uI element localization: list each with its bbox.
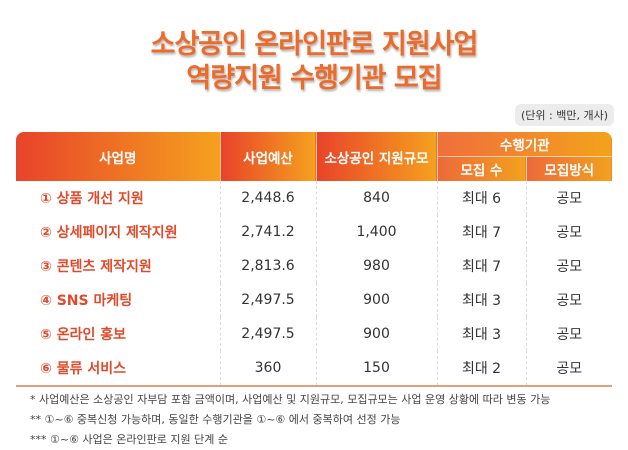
table-row: ② 상세페이지 제작지원 2,741.2 1,400 최대 7 공모 [16,215,612,249]
header-scale: 소상공인 지원규모 [315,132,437,181]
header-count: 모집 수 [436,156,526,181]
cell-name: ⑤ 온라인 홍보 [40,327,127,343]
header-agency: 수행기관 [436,132,612,157]
cell-name: ④ SNS 마케팅 [40,293,133,309]
note-3: *** ①~⑥ 사업은 온라인판로 지원 단계 순 [30,433,228,446]
cell-count: 최대 6 [436,181,526,215]
cell-scale: 150 [315,351,437,387]
cell-budget: 2,813.6 [219,249,316,283]
cell-budget: 2,448.6 [219,181,316,215]
table-row: ④ SNS 마케팅 2,497.5 900 최대 3 공모 [16,283,612,317]
cell-name: ② 상세페이지 제작지원 [40,225,178,241]
table-row: ③ 콘텐츠 제작지원 2,813.6 980 최대 7 공모 [16,249,612,283]
header-method: 모집방식 [525,156,612,181]
note-2: ** ①~⑥ 중복신청 가능하며, 동일한 수행기관을 ①~⑥ 에서 중복하여 … [30,413,401,426]
cell-method: 공모 [525,181,612,215]
table-row: ⑥ 물류 서비스 360 150 최대 2 공모 [16,351,612,387]
cell-scale: 900 [315,317,437,351]
cell-method: 공모 [525,283,612,317]
cell-count: 최대 7 [436,249,526,283]
cell-method: 공모 [525,317,612,351]
cell-budget: 2,497.5 [219,283,316,317]
cell-budget: 360 [219,351,316,387]
cell-scale: 900 [315,283,437,317]
cell-method: 공모 [525,249,612,283]
cell-budget: 2,741.2 [219,215,316,249]
title-line1: 소상공인 온라인판로 지원사업 [150,29,479,60]
program-table: 사업명 사업예산 소상공인 지원규모 수행기관 모집 수 모집방식 ① 상품 개… [16,132,612,387]
cell-method: 공모 [525,215,612,249]
cell-scale: 980 [315,249,437,283]
cell-scale: 840 [315,181,437,215]
title-line2: 역량지원 수행기관 모집 [186,63,442,94]
header-name: 사업명 [16,132,220,181]
header-budget: 사업예산 [219,132,316,181]
cell-budget: 2,497.5 [219,317,316,351]
cell-count: 최대 3 [436,317,526,351]
cell-method: 공모 [525,351,612,387]
cell-name: ⑥ 물류 서비스 [16,351,220,387]
cell-name: ③ 콘텐츠 제작지원 [40,259,152,275]
table-row: ⑤ 온라인 홍보 2,497.5 900 최대 3 공모 [16,317,612,351]
unit-label: (단위 : 백만, 개사) [515,104,614,126]
table-row: ① 상품 개선 지원 2,448.6 840 최대 6 공모 [16,181,612,215]
cell-count: 최대 3 [436,283,526,317]
cell-name: ① 상품 개선 지원 [40,191,144,207]
cell-count: 최대 2 [436,351,526,387]
cell-count: 최대 7 [436,215,526,249]
note-1: * 사업예산은 소상공인 자부담 포함 금액이며, 사업예산 및 지원규모, 모… [30,393,551,406]
notes: * 사업예산은 소상공인 자부담 포함 금액이며, 사업예산 및 지원규모, 모… [30,390,550,450]
cell-scale: 1,400 [315,215,437,249]
